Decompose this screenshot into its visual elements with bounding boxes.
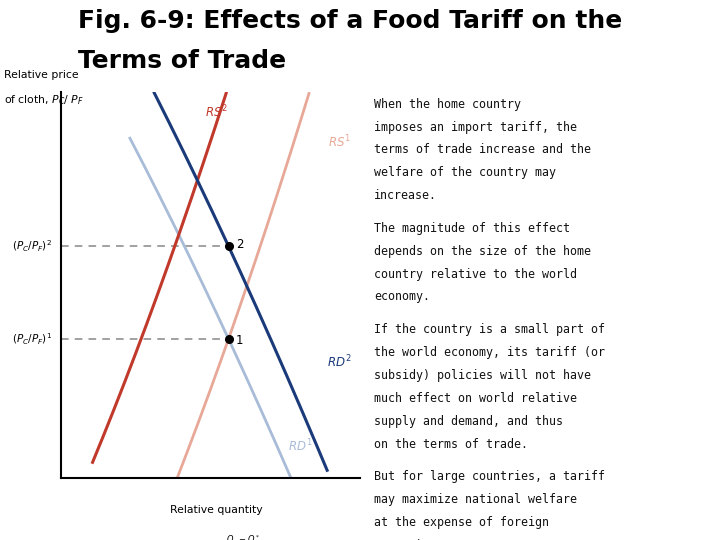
Text: Relative price: Relative price — [4, 70, 79, 80]
Text: $RS^2$: $RS^2$ — [205, 103, 228, 120]
Text: But for large countries, a tariff: But for large countries, a tariff — [374, 470, 606, 483]
Text: on the terms of trade.: on the terms of trade. — [374, 437, 528, 450]
Text: of cloth, $P_C$/ $P_F$: of cloth, $P_C$/ $P_F$ — [4, 93, 84, 107]
Text: $(P_C/P_F)^2$: $(P_C/P_F)^2$ — [12, 239, 53, 254]
Text: subsidy) policies will not have: subsidy) policies will not have — [374, 369, 591, 382]
Text: welfare of the country may: welfare of the country may — [374, 166, 557, 179]
Text: terms of trade increase and the: terms of trade increase and the — [374, 144, 591, 157]
Text: economy.: economy. — [374, 291, 431, 303]
Text: countries.: countries. — [374, 539, 444, 540]
Text: $RD^2$: $RD^2$ — [327, 354, 351, 370]
Text: $RD^1$: $RD^1$ — [288, 438, 312, 455]
Text: at the expense of foreign: at the expense of foreign — [374, 516, 549, 529]
Text: When the home country: When the home country — [374, 98, 521, 111]
Text: increase.: increase. — [374, 189, 437, 202]
Text: may maximize national welfare: may maximize national welfare — [374, 493, 577, 506]
Text: imposes an import tariff, the: imposes an import tariff, the — [374, 120, 577, 133]
Text: If the country is a small part of: If the country is a small part of — [374, 323, 606, 336]
Text: The magnitude of this effect: The magnitude of this effect — [374, 222, 570, 235]
Text: much effect on world relative: much effect on world relative — [374, 392, 577, 405]
Text: depends on the size of the home: depends on the size of the home — [374, 245, 591, 258]
Text: $: $ — [19, 17, 50, 60]
Text: 1: 1 — [236, 334, 243, 347]
Text: of cloth,  $\frac{Q_C - Q_C^*}{Q_F + Q_F^*}$: of cloth, $\frac{Q_C - Q_C^*}{Q_F + Q_F^… — [171, 534, 262, 540]
Text: country relative to the world: country relative to the world — [374, 268, 577, 281]
Text: Relative quantity: Relative quantity — [170, 505, 263, 515]
Text: Fig. 6-9: Effects of a Food Tariff on the: Fig. 6-9: Effects of a Food Tariff on th… — [78, 9, 622, 32]
Text: Terms of Trade: Terms of Trade — [78, 50, 287, 73]
Text: 2: 2 — [236, 238, 243, 251]
Text: supply and demand, and thus: supply and demand, and thus — [374, 415, 563, 428]
Text: Copyright ©2015 Pearson Education, Inc. All rights reserved.: Copyright ©2015 Pearson Education, Inc. … — [13, 517, 373, 528]
Text: $(P_C/P_F)^1$: $(P_C/P_F)^1$ — [12, 331, 53, 347]
Text: $RS^1$: $RS^1$ — [328, 134, 351, 150]
Text: the world economy, its tariff (or: the world economy, its tariff (or — [374, 346, 606, 359]
Text: 6-24: 6-24 — [683, 517, 707, 528]
